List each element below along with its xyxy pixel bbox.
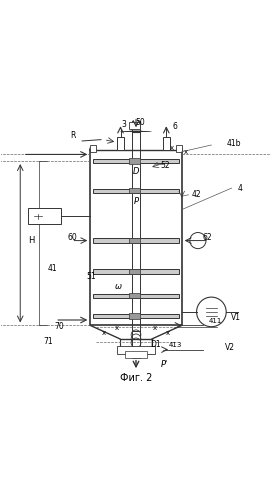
Text: P': P' <box>161 360 168 369</box>
Bar <box>163 137 170 150</box>
Bar <box>129 122 140 129</box>
Bar <box>129 269 140 274</box>
Text: 50: 50 <box>135 118 145 126</box>
Text: 4: 4 <box>237 184 242 192</box>
Text: V1: V1 <box>231 314 241 322</box>
Bar <box>117 137 124 150</box>
Circle shape <box>131 338 141 347</box>
Text: x: x <box>153 325 157 331</box>
Text: D1: D1 <box>150 340 161 349</box>
Bar <box>93 159 179 164</box>
Text: 42: 42 <box>192 190 201 200</box>
Text: 62: 62 <box>203 234 212 242</box>
Bar <box>90 132 182 150</box>
Bar <box>93 294 179 298</box>
Bar <box>129 158 140 164</box>
Bar <box>117 346 155 354</box>
Bar <box>129 314 140 318</box>
Text: H: H <box>28 236 34 245</box>
Text: x: x <box>115 325 119 331</box>
Text: 41b: 41b <box>227 139 242 148</box>
Bar <box>90 150 182 326</box>
Bar <box>176 145 182 152</box>
Circle shape <box>131 334 141 344</box>
Text: x: x <box>102 330 106 336</box>
Circle shape <box>131 330 141 340</box>
Text: 51: 51 <box>87 272 96 281</box>
Bar <box>90 145 96 152</box>
Bar <box>93 314 179 318</box>
Bar <box>125 351 147 358</box>
Text: V2: V2 <box>225 343 235 352</box>
Bar <box>93 188 179 193</box>
Text: D: D <box>133 168 139 176</box>
Text: x: x <box>170 144 174 150</box>
Bar <box>129 293 140 298</box>
Text: Фиг. 2: Фиг. 2 <box>120 373 152 383</box>
Text: x: x <box>184 148 188 154</box>
Text: 70: 70 <box>54 322 64 331</box>
Text: R: R <box>70 131 75 140</box>
Text: $\omega$: $\omega$ <box>114 282 123 291</box>
Text: P: P <box>134 197 138 206</box>
Text: 411: 411 <box>209 318 222 324</box>
Bar <box>129 238 140 244</box>
Text: x: x <box>166 330 170 336</box>
Text: 413: 413 <box>168 342 182 348</box>
Bar <box>129 188 140 194</box>
Bar <box>28 208 61 224</box>
Text: 41: 41 <box>47 264 57 274</box>
Circle shape <box>190 232 206 248</box>
Bar <box>93 270 179 274</box>
Text: 71: 71 <box>44 337 53 346</box>
Bar <box>93 238 179 242</box>
Text: 6: 6 <box>173 122 177 130</box>
Text: 60: 60 <box>68 234 78 242</box>
Text: 3: 3 <box>121 120 126 130</box>
Text: 52: 52 <box>161 160 171 170</box>
Circle shape <box>197 297 226 326</box>
